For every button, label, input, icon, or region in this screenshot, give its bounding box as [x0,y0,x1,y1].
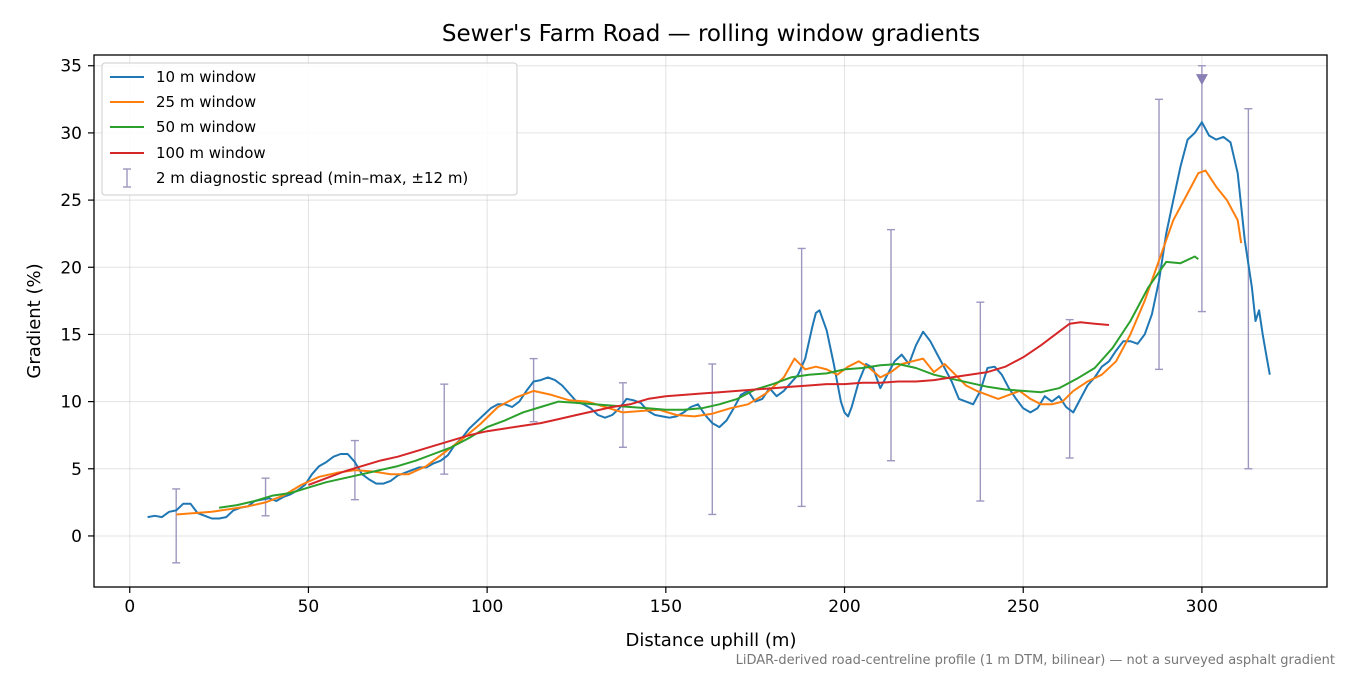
legend-label: 100 m window [156,144,266,162]
axes-frame [93,54,1328,588]
error-bar [976,301,985,502]
y-tick-label: 5 [71,460,82,480]
legend-label: 25 m window [156,93,256,111]
error-bar [1065,318,1074,459]
plot-area [147,65,1271,564]
y-tick-label: 30 [60,124,82,144]
x-tick-label: 200 [828,597,860,617]
error-bar [797,247,806,508]
legend-label: 2 m diagnostic spread (min–max, ±12 m) [156,169,468,187]
chart-title: Sewer's Farm Road — rolling window gradi… [442,21,980,47]
legend-label: 10 m window [156,68,256,86]
error-bar [1197,65,1206,313]
error-bar [886,228,895,462]
y-tick-label: 15 [60,325,82,345]
x-axis-label: Distance uphill (m) [626,630,797,651]
y-tick-label: 20 [60,258,82,278]
series-line-25-m-window [176,169,1243,516]
x-tick-label: 150 [650,597,682,617]
legend-label: 50 m window [156,118,256,136]
x-tick-label: 50 [298,597,320,617]
error-bar [1155,98,1164,371]
footnote: LiDAR-derived road-centreline profile (1… [736,653,1335,668]
x-tick-label: 0 [124,597,135,617]
y-tick-label: 0 [71,527,82,547]
error-bar [708,363,717,516]
legend-box [101,62,518,196]
x-tick-label: 100 [471,597,503,617]
y-tick-label: 10 [60,393,82,413]
series-line-50-m-window [218,255,1199,509]
peak-marker [1195,74,1208,86]
error-bar [618,382,627,448]
error-bar [172,488,181,564]
x-tick-label: 300 [1186,597,1218,617]
y-tick-label: 35 [60,57,82,77]
x-tick-label: 250 [1007,597,1039,617]
axis-ticks: 0 50 100 150 200 250 300 0 5 10 15 20 25 30 35 [60,57,1218,617]
legend: 10 m window 25 m window 50 m window 100 m w… [101,62,518,196]
y-tick-label: 25 [60,191,82,211]
y-axis-label: Gradient (%) [24,263,45,378]
series-line-100-m-window [308,321,1110,486]
error-bar [1244,108,1253,470]
